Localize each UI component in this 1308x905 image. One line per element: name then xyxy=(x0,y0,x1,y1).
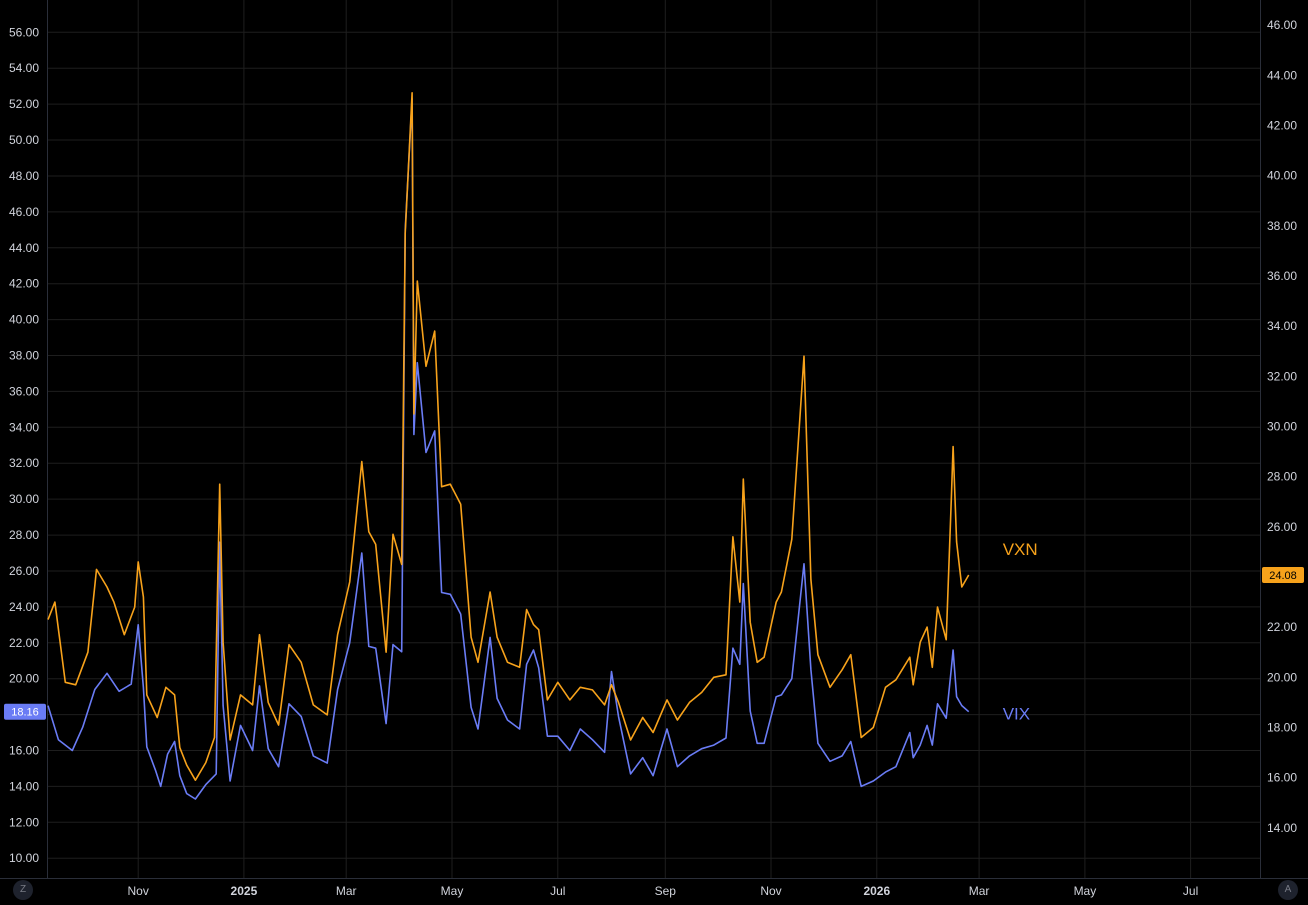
right-corner-button[interactable]: A xyxy=(1278,880,1298,900)
left-axis-tick-label: 28.00 xyxy=(9,528,39,542)
last-value-text-vix: 18.16 xyxy=(11,707,39,719)
left-axis-tick-label: 24.00 xyxy=(9,600,39,614)
right-axis-tick-label: 30.00 xyxy=(1267,420,1297,434)
grid xyxy=(48,0,1260,878)
left-axis-tick-label: 40.00 xyxy=(9,313,39,327)
left-axis-tick-label: 46.00 xyxy=(9,205,39,219)
left-axis-tick-label: 34.00 xyxy=(9,420,39,434)
axis-borders xyxy=(0,0,1308,879)
time-axis[interactable]: Nov 2025 Mar May Jul Sep Nov 2026 Mar May Jul xyxy=(128,884,1199,898)
time-axis-tick-label: Jul xyxy=(1183,884,1198,898)
last-value-text-vxn: 24.08 xyxy=(1269,570,1297,582)
right-axis-tick-label: 42.00 xyxy=(1267,118,1297,132)
last-value-tag-vix xyxy=(4,703,46,720)
time-axis-tick-label: 2025 xyxy=(231,884,258,898)
left-axis-tick-label: 56.00 xyxy=(9,25,39,39)
series-line-vix xyxy=(47,98,970,800)
left-axis-tick-label: 20.00 xyxy=(9,672,39,686)
right-axis-tick-label: 20.00 xyxy=(1267,670,1297,684)
time-axis-tick-label: Nov xyxy=(128,884,149,898)
time-axis-tick-label: Jul xyxy=(550,884,565,898)
time-axis-tick-label: Sep xyxy=(655,884,677,898)
left-axis-tick-label: 50.00 xyxy=(9,133,39,147)
plot-area[interactable] xyxy=(47,92,970,800)
right-axis-tick-label: 46.00 xyxy=(1267,18,1297,32)
left-axis-tick-label: 48.00 xyxy=(9,169,39,183)
left-axis-tick-label: 26.00 xyxy=(9,564,39,578)
left-axis-tick-label: 30.00 xyxy=(9,492,39,506)
series-label-vxn: VXN xyxy=(1003,540,1038,559)
time-axis-tick-label: Mar xyxy=(969,884,990,898)
right-axis-tick-label: 16.00 xyxy=(1267,771,1297,785)
right-axis-tick-label: 40.00 xyxy=(1267,169,1297,183)
left-axis-tick-label: 10.00 xyxy=(9,851,39,865)
time-axis-tick-label: Nov xyxy=(760,884,781,898)
left-axis-tick-label: 44.00 xyxy=(9,241,39,255)
time-axis-tick-label: May xyxy=(441,884,464,898)
right-axis-tick-label: 22.00 xyxy=(1267,620,1297,634)
left-axis-tick-label: 16.00 xyxy=(9,744,39,758)
left-axis-tick-label: 52.00 xyxy=(9,97,39,111)
left-axis-tick-label: 38.00 xyxy=(9,349,39,363)
left-corner-button[interactable]: Z xyxy=(13,880,33,900)
right-axis-tick-label: 14.00 xyxy=(1267,821,1297,835)
right-axis-tick-label: 44.00 xyxy=(1267,68,1297,82)
series-labels: VIX VXN xyxy=(1003,540,1038,724)
time-axis-tick-label: May xyxy=(1074,884,1097,898)
right-axis-tick-label: 36.00 xyxy=(1267,269,1297,283)
last-value-tags: 18.16 24.08 xyxy=(4,567,1304,720)
left-axis-tick-label: 12.00 xyxy=(9,815,39,829)
left-axis-tick-label: 14.00 xyxy=(9,779,39,793)
time-axis-tick-label: 2026 xyxy=(863,884,890,898)
last-value-tag-vxn xyxy=(1262,567,1304,583)
time-axis-tick-label: Mar xyxy=(336,884,357,898)
right-axis-tick-label: 32.00 xyxy=(1267,369,1297,383)
left-axis-tick-label: 32.00 xyxy=(9,456,39,470)
left-axis-tick-label: 42.00 xyxy=(9,277,39,291)
right-axis-tick-label: 28.00 xyxy=(1267,470,1297,484)
right-axis-tick-label: 26.00 xyxy=(1267,520,1297,534)
left-axis-tick-label: 22.00 xyxy=(9,636,39,650)
right-axis-tick-label: 38.00 xyxy=(1267,219,1297,233)
right-axis-tick-label: 34.00 xyxy=(1267,319,1297,333)
left-axis-tick-label: 54.00 xyxy=(9,61,39,75)
left-axis-tick-label: 36.00 xyxy=(9,384,39,398)
series-line-vxn xyxy=(47,92,970,782)
series-label-vix: VIX xyxy=(1003,705,1030,724)
right-axis-tick-label: 18.00 xyxy=(1267,721,1297,735)
